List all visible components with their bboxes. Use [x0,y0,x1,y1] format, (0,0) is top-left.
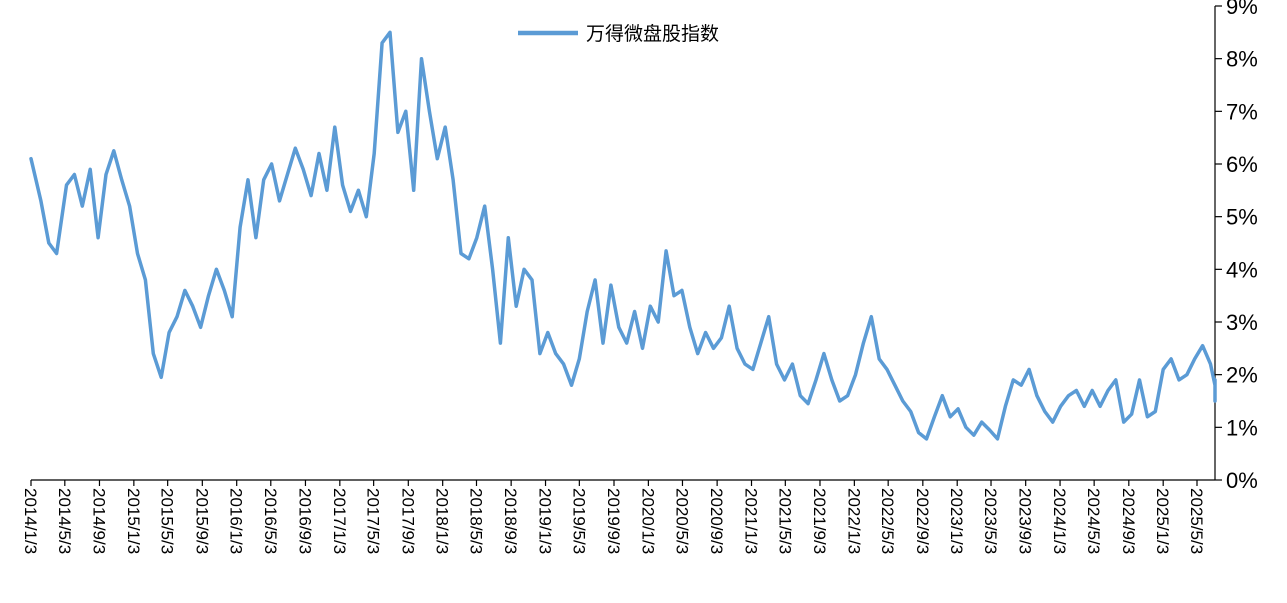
series-group [29,30,1217,441]
legend-label: 万得微盘股指数 [586,23,719,45]
x-tick-label: 2016/5/3 [261,488,280,554]
y-tick-label: 2% [1226,363,1258,388]
x-tick-label: 2019/5/3 [569,488,588,554]
x-tick-label: 2014/9/3 [89,488,108,554]
x-tick-label: 2020/5/3 [672,488,691,554]
x-tick-label: 2025/1/3 [1153,488,1172,554]
x-tick-label: 2015/9/3 [192,488,211,554]
y-tick-label: 8% [1226,47,1258,72]
x-tick-label: 2024/9/3 [1119,488,1138,554]
y-axis-ticks: 0% 1% 2% 3% 4% 5% 6% 7% 8% 9% [1215,0,1258,493]
axes [31,6,1216,481]
x-tick-label: 2016/9/3 [295,488,314,554]
x-tick-label: 2017/1/3 [330,488,349,554]
x-tick-label: 2025/5/3 [1187,488,1206,554]
y-tick-label: 3% [1226,310,1258,335]
x-tick-label: 2024/1/3 [1050,488,1069,554]
y-tick-label: 6% [1226,152,1258,177]
x-tick-label: 2021/9/3 [810,488,829,554]
x-tick-label: 2016/1/3 [227,488,246,554]
x-tick-label: 2020/9/3 [707,488,726,554]
y-tick-label: 0% [1226,468,1258,493]
x-tick-label: 2019/1/3 [536,488,555,554]
x-tick-label: 2019/9/3 [604,488,623,554]
x-tick-label: 2022/9/3 [913,488,932,554]
x-tick-label: 2021/5/3 [775,488,794,554]
x-tick-label: 2022/5/3 [878,488,897,554]
x-tick-label: 2020/1/3 [638,488,657,554]
x-tick-label: 2018/1/3 [433,488,452,554]
y-tick-label: 9% [1226,0,1258,19]
x-tick-label: 2023/9/3 [1016,488,1035,554]
series-line-0 [29,30,1217,441]
x-tick-label: 2023/5/3 [981,488,1000,554]
x-tick-label: 2024/5/3 [1084,488,1103,554]
x-tick-label: 2014/5/3 [55,488,74,554]
x-tick-label: 2015/1/3 [124,488,143,554]
x-tick-label: 2017/9/3 [398,488,417,554]
x-tick-label: 2022/1/3 [844,488,863,554]
y-tick-label: 1% [1226,415,1258,440]
y-tick-label: 5% [1226,205,1258,230]
y-tick-label: 4% [1226,257,1258,282]
x-tick-label: 2015/5/3 [158,488,177,554]
x-axis-ticks: 2014/1/3 2014/5/3 2014/9/3 2015/1/3 2015/5/3… [21,480,1206,554]
x-tick-label: 2023/1/3 [947,488,966,554]
legend: 万得微盘股指数 [518,23,719,45]
x-tick-label: 2018/9/3 [501,488,520,554]
x-tick-label: 2021/1/3 [742,488,761,554]
y-tick-label: 7% [1226,99,1258,124]
x-tick-label: 2017/5/3 [364,488,383,554]
x-tick-label: 2018/5/3 [466,488,485,554]
x-tick-label: 2014/1/3 [21,488,40,554]
